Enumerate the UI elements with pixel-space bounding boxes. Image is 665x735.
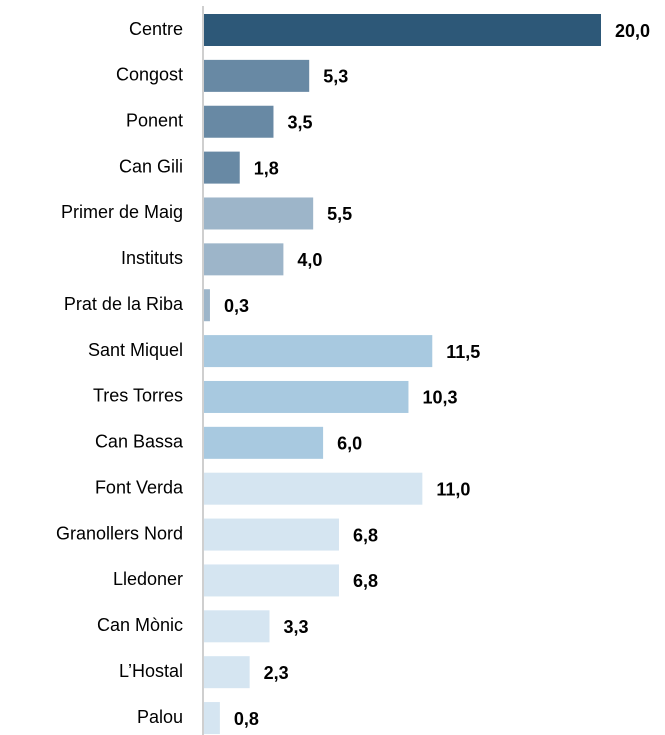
bar bbox=[204, 289, 210, 322]
value-label: 6,8 bbox=[353, 525, 378, 545]
y-tick-label: Congost bbox=[116, 65, 183, 85]
y-tick-label: Prat de la Riba bbox=[64, 294, 184, 314]
bar bbox=[204, 59, 310, 92]
value-label: 4,0 bbox=[297, 250, 322, 270]
y-tick-label: Can Gili bbox=[119, 156, 183, 176]
y-tick-label: L’Hostal bbox=[119, 661, 183, 681]
value-label: 20,0 bbox=[615, 21, 650, 41]
value-label: 5,5 bbox=[327, 204, 352, 224]
value-label: 10,3 bbox=[422, 388, 457, 408]
value-label: 5,3 bbox=[323, 67, 348, 87]
y-tick-label: Can Mònic bbox=[97, 615, 183, 635]
bar bbox=[204, 335, 433, 368]
y-tick-label: Lledoner bbox=[113, 569, 183, 589]
y-tick-label: Font Verda bbox=[95, 477, 184, 497]
bar bbox=[204, 105, 274, 138]
y-tick-label: Can Bassa bbox=[95, 432, 184, 452]
value-label: 0,3 bbox=[224, 296, 249, 316]
value-label: 0,8 bbox=[234, 709, 259, 729]
y-tick-label: Centre bbox=[129, 19, 183, 39]
bar bbox=[204, 610, 270, 643]
y-tick-label: Instituts bbox=[121, 248, 183, 268]
y-tick-label: Ponent bbox=[126, 110, 183, 130]
bar bbox=[204, 426, 324, 459]
y-tick-label: Primer de Maig bbox=[61, 202, 183, 222]
bar bbox=[204, 243, 284, 276]
bar bbox=[204, 151, 240, 184]
bar bbox=[204, 564, 339, 597]
value-label: 3,3 bbox=[284, 617, 309, 637]
value-label: 6,8 bbox=[353, 571, 378, 591]
bar bbox=[204, 472, 423, 505]
y-tick-label: Granollers Nord bbox=[56, 523, 183, 543]
y-tick-label: Sant Miquel bbox=[88, 340, 183, 360]
value-label: 11,5 bbox=[446, 342, 480, 362]
bar bbox=[204, 656, 250, 689]
y-tick-label: Tres Torres bbox=[93, 386, 183, 406]
value-label: 3,5 bbox=[287, 112, 312, 132]
value-label: 11,0 bbox=[436, 479, 470, 499]
value-label: 1,8 bbox=[254, 158, 279, 178]
y-tick-label: Palou bbox=[137, 707, 183, 727]
value-label: 6,0 bbox=[337, 434, 362, 454]
bar bbox=[204, 380, 409, 413]
value-label: 2,3 bbox=[264, 663, 289, 683]
bar bbox=[204, 14, 601, 46]
bar bbox=[204, 197, 314, 230]
bar bbox=[204, 518, 339, 551]
bar bbox=[204, 702, 220, 735]
